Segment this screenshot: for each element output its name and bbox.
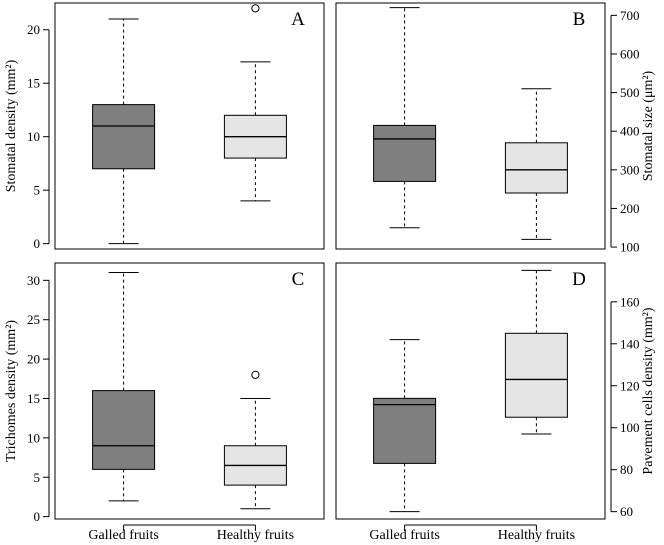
box-healthy <box>504 269 568 435</box>
box-galled <box>373 339 437 513</box>
y-axis-title: Stomatal size (μm²) <box>641 70 656 181</box>
box-galled <box>373 7 437 229</box>
y-tick-label: 700 <box>620 8 640 23</box>
y-tick-label: 5 <box>34 470 41 485</box>
box-healthy <box>223 4 287 202</box>
iqr-box <box>373 397 437 464</box>
panel-frame <box>335 262 606 520</box>
iqr-box <box>92 390 156 470</box>
panel-frame <box>54 2 325 250</box>
y-tick-label: 15 <box>27 76 40 91</box>
y-tick-label: 140 <box>620 336 640 351</box>
y-tick-label: 200 <box>620 201 640 216</box>
outlier-point <box>251 4 260 13</box>
panel-c: C 0 5 10 15 20 25 30 Trichomes density (mm²) Gall… <box>4 262 325 543</box>
y-tick-label: 0 <box>34 509 41 524</box>
box-healthy <box>223 370 287 510</box>
y-tick-label: 10 <box>27 430 40 445</box>
y-tick-label: 500 <box>620 85 640 100</box>
panel-label: B <box>573 9 586 30</box>
iqr-box <box>373 124 437 182</box>
panel-frame <box>335 2 606 250</box>
panel-a: A 0 5 10 15 20 Stomatal density (mm²) <box>4 2 325 251</box>
box-galled <box>92 271 156 502</box>
y-tick-label: 60 <box>620 504 633 519</box>
y-tick-label: 25 <box>27 312 40 327</box>
y-tick-label: 20 <box>27 352 40 367</box>
panel-label: C <box>292 269 305 290</box>
x-tick-label: Healthy fruits <box>217 528 294 543</box>
y-tick-label: 10 <box>27 129 40 144</box>
x-tick-label: Galled fruits <box>88 528 158 543</box>
x-tick-label: Galled fruits <box>369 528 439 543</box>
box-healthy <box>504 88 568 240</box>
outlier-point <box>251 370 260 379</box>
box-galled <box>92 18 156 245</box>
y-tick-label: 0 <box>34 236 41 251</box>
y-tick-label: 80 <box>620 462 633 477</box>
y-tick-label: 30 <box>27 273 40 288</box>
y-tick-label: 5 <box>34 183 41 198</box>
y-tick-label: 15 <box>27 391 40 406</box>
panel-frame <box>54 262 325 520</box>
panel-label: A <box>291 9 305 30</box>
iqr-box <box>504 332 568 418</box>
y-axis-title: Stomatal density (mm²) <box>4 59 19 192</box>
y-tick-label: 160 <box>620 294 640 309</box>
y-tick-label: 400 <box>620 124 640 139</box>
y-tick-label: 100 <box>620 240 640 255</box>
iqr-box <box>504 142 568 194</box>
y-axis-title: Trichomes density (mm²) <box>4 320 19 462</box>
y-tick-label: 600 <box>620 46 640 61</box>
y-tick-label: 100 <box>620 420 640 435</box>
y-tick-label: 20 <box>27 22 40 37</box>
iqr-box <box>92 104 156 170</box>
y-tick-label: 300 <box>620 162 640 177</box>
panel-label: D <box>572 269 586 290</box>
panel-b: B 100 200 300 400 500 600 700 Stomatal size (μm²… <box>335 2 656 255</box>
y-axis-title: Pavement cells density (mm²) <box>641 307 656 474</box>
y-tick-label: 120 <box>620 378 640 393</box>
x-tick-label: Healthy fruits <box>498 528 575 543</box>
